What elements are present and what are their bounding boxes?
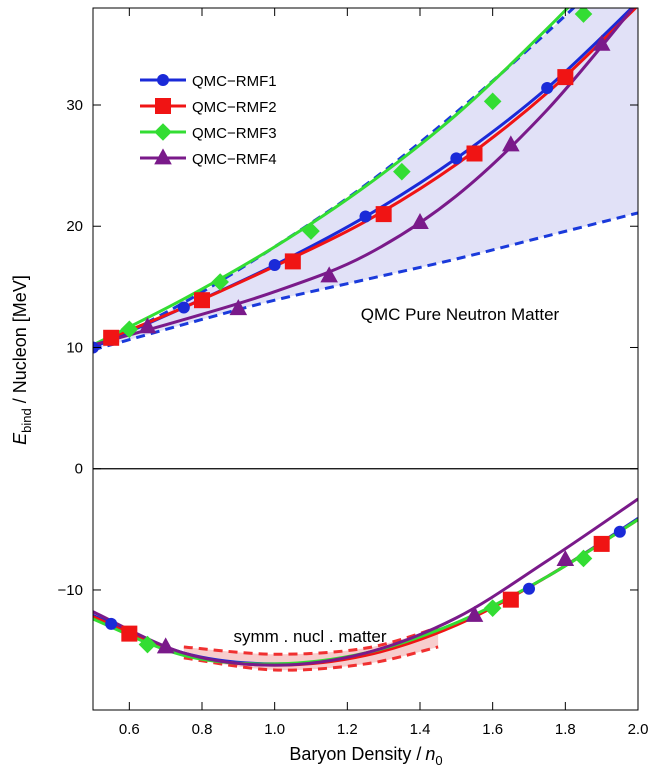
marker — [211, 273, 229, 291]
marker — [103, 329, 120, 346]
marker — [375, 206, 392, 223]
x-tick-label: 0.6 — [119, 721, 140, 738]
y-label-var: E — [10, 432, 30, 445]
marker — [556, 550, 575, 567]
y-tick-label: 0 — [75, 461, 83, 478]
band-edge — [93, 211, 638, 352]
plot-area — [93, 8, 638, 672]
legend-marker — [154, 123, 172, 141]
y-axis-label: Ebind / Nucleon [MeV] — [10, 275, 34, 445]
y-tick-label: 10 — [66, 339, 83, 356]
marker — [523, 582, 535, 595]
marker — [502, 135, 520, 152]
x-tick-label: 1.6 — [482, 721, 503, 738]
marker — [557, 69, 574, 86]
marker — [302, 222, 320, 240]
band-edge — [183, 645, 439, 672]
legend-label: QMC−RMF1 — [192, 73, 277, 90]
marker — [483, 599, 502, 617]
x-label-sub: 0 — [435, 753, 442, 768]
marker — [359, 210, 372, 223]
x-axis-label: Baryon Density / n0 — [289, 744, 442, 768]
marker — [177, 301, 190, 314]
legend-label: QMC−RMF4 — [192, 151, 277, 168]
legend-marker — [154, 148, 172, 165]
marker — [593, 535, 610, 552]
marker — [138, 317, 157, 334]
marker — [613, 525, 626, 538]
marker — [466, 145, 483, 162]
legend-label: QMC−RMF3 — [192, 125, 277, 142]
x-tick-label: 1.4 — [410, 721, 431, 738]
marker — [138, 635, 157, 654]
x-label-var: n — [425, 744, 435, 764]
marker — [592, 34, 611, 51]
x-tick-label: 0.8 — [192, 721, 213, 738]
x-tick-label: 2.0 — [628, 721, 649, 738]
marker — [411, 213, 429, 230]
band-edge — [183, 626, 439, 656]
marker — [320, 266, 338, 283]
y-label-text: / Nucleon [MeV] — [10, 275, 30, 403]
marker — [121, 625, 138, 642]
x-tick-label: 1.2 — [337, 721, 358, 738]
marker — [574, 549, 593, 568]
marker — [268, 259, 281, 272]
series-line — [93, 8, 638, 667]
x-tick-label: 1.0 — [264, 721, 285, 738]
marker — [156, 637, 175, 654]
legend-marker — [157, 74, 169, 86]
y-tick-label: −10 — [58, 582, 83, 599]
marker — [120, 320, 139, 339]
y-tick-label: 20 — [66, 218, 83, 235]
marker — [574, 8, 593, 23]
marker — [483, 92, 502, 111]
x-label-text: Baryon Density / — [289, 744, 421, 764]
legend-label: QMC−RMF2 — [192, 99, 277, 116]
marker — [284, 253, 301, 270]
marker — [194, 292, 210, 309]
annotation: QMC Pure Neutron Matter — [361, 305, 560, 324]
legend-marker — [155, 98, 171, 114]
band-area — [93, 8, 638, 350]
y-label-sub: bind — [19, 408, 34, 433]
marker — [229, 299, 248, 316]
marker — [541, 82, 554, 95]
marker — [502, 591, 519, 608]
plot-frame — [92, 7, 639, 711]
x-tick-label: 1.8 — [555, 721, 576, 738]
marker — [465, 605, 484, 622]
y-tick-label: 30 — [66, 97, 83, 114]
marker — [450, 152, 463, 165]
marker — [105, 617, 118, 630]
band-area — [183, 627, 439, 671]
marker — [393, 162, 411, 181]
annotation: symm . nucl . matter — [233, 627, 386, 646]
